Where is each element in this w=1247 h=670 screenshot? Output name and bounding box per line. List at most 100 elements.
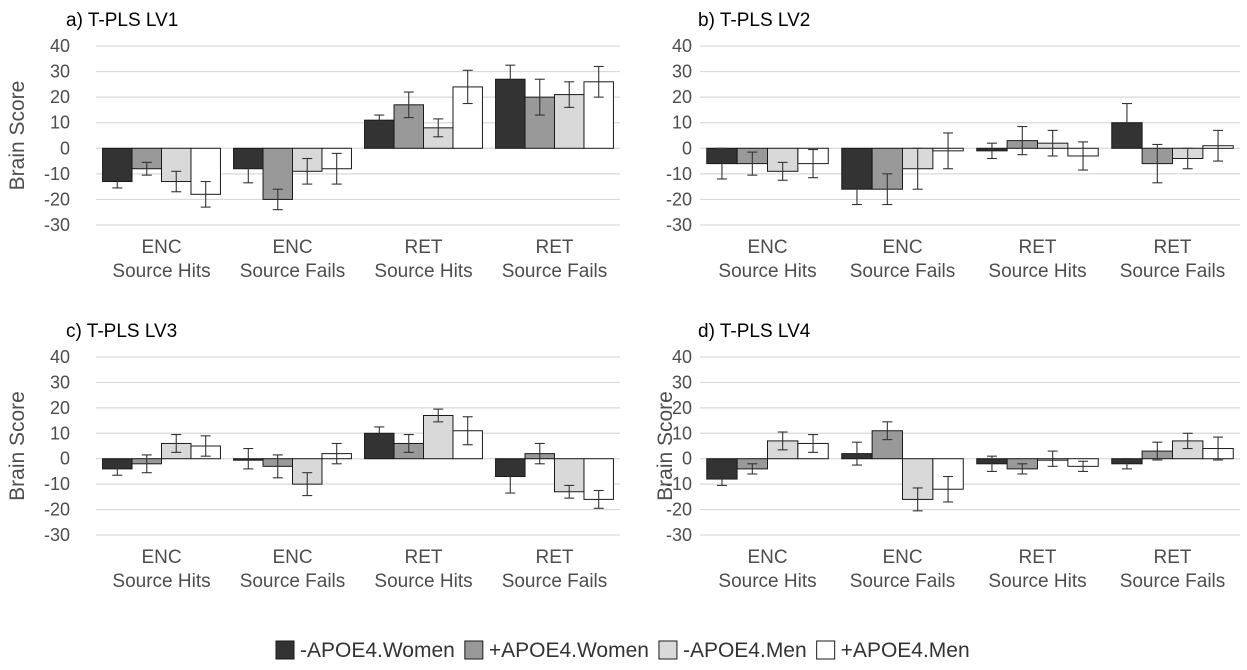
x-tick-label: RET (1019, 237, 1057, 258)
x-tick-label: ENC (272, 547, 312, 568)
error-bar (1017, 126, 1028, 156)
x-tick-label: Source Fails (240, 261, 346, 282)
error-bar (112, 174, 123, 189)
error-bar (808, 149, 819, 179)
y-tick-label: 30 (50, 62, 70, 82)
error-bar (1047, 129, 1058, 157)
x-tick-label: RET (405, 237, 443, 258)
legend-item: -APOE4.Men (658, 639, 807, 662)
error-bar (302, 157, 313, 185)
y-tick-label: -10 (44, 164, 70, 184)
error-bar (141, 454, 152, 474)
error-bar (200, 435, 211, 457)
error-bar (986, 455, 997, 472)
x-tick-label: Source Fails (1120, 571, 1226, 592)
legend-swatch (658, 640, 678, 660)
x-tick-label: ENC (272, 237, 312, 258)
error-bar (1182, 432, 1193, 450)
y-tick-label: 0 (682, 449, 692, 469)
panel-title: a) T-PLS LV1 (66, 10, 178, 31)
error-bar (331, 152, 342, 185)
error-bar (171, 170, 182, 193)
y-axis-label: Brain Score (6, 391, 29, 501)
y-tick-label: 40 (672, 347, 692, 367)
legend-label: +APOE4.Men (841, 639, 970, 662)
x-tick-label: ENC (882, 237, 922, 258)
error-bar (1078, 460, 1089, 472)
error-bar (1078, 141, 1089, 171)
error-bar (433, 118, 444, 138)
error-bar (882, 173, 893, 206)
y-tick-label: -30 (666, 525, 692, 545)
error-bar (243, 154, 254, 184)
legend-item: +APOE4.Women (464, 639, 649, 662)
error-bar (1213, 129, 1224, 162)
y-tick-label: -10 (44, 474, 70, 494)
error-bar (1152, 143, 1163, 184)
legend-item: +APOE4.Men (816, 639, 970, 662)
x-tick-label: RET (536, 547, 574, 568)
x-tick-label: Source Fails (850, 261, 956, 282)
panel-2: b) T-PLS LV2 40 30 20 10 0 -10 -20 -30 ENC Source … (666, 10, 1240, 282)
error-bar (505, 459, 516, 494)
y-tick-label: 30 (50, 372, 70, 392)
y-tick-label: -30 (44, 215, 70, 235)
x-tick-label: Source Fails (850, 571, 956, 592)
error-bar (593, 489, 604, 509)
x-tick-label: Source Hits (718, 571, 816, 592)
x-tick-label: RET (536, 237, 574, 258)
y-tick-label: 30 (672, 62, 692, 82)
error-bar (882, 421, 893, 441)
error-bar (1213, 436, 1224, 461)
legend-label: -APOE4.Men (683, 639, 807, 662)
error-bar (986, 142, 997, 160)
error-bar (808, 434, 819, 453)
error-bar (112, 461, 123, 476)
error-bar (272, 188, 283, 211)
error-bar (403, 434, 414, 453)
y-tick-label: 10 (50, 113, 70, 133)
y-tick-label: 40 (672, 36, 692, 56)
error-bar (302, 472, 313, 497)
error-bar (374, 114, 385, 126)
error-bar (943, 475, 954, 503)
error-bar (777, 431, 788, 451)
error-bar (171, 434, 182, 453)
error-bar (851, 441, 862, 466)
panel-4: d) T-PLS LV4 40 30 20 10 0 -10 -20 -30 Brain Scor… (654, 321, 1240, 592)
y-tick-label: 20 (672, 398, 692, 418)
error-bar (1017, 463, 1028, 475)
error-bar (462, 69, 473, 105)
x-tick-label: Source Fails (240, 571, 346, 592)
error-bar (462, 416, 473, 446)
x-tick-label: Source Hits (374, 571, 472, 592)
error-bar (912, 487, 923, 512)
error-bar (851, 173, 862, 206)
legend-swatch (275, 640, 295, 660)
error-bar (505, 64, 516, 94)
error-bar (1152, 441, 1163, 461)
y-tick-label: -10 (666, 164, 692, 184)
y-tick-label: 40 (50, 36, 70, 56)
y-tick-label: 30 (672, 372, 692, 392)
y-tick-label: 0 (60, 138, 70, 158)
error-bar (747, 463, 758, 475)
legend: -APOE4.Women +APOE4.Women -APOE4.Men +APOE4… (275, 639, 970, 662)
error-bar (272, 454, 283, 479)
x-tick-label: RET (405, 547, 443, 568)
error-bar (433, 408, 444, 423)
x-tick-label: Source Hits (988, 261, 1086, 282)
y-tick-label: 0 (682, 138, 692, 158)
x-tick-label: ENC (882, 547, 922, 568)
error-bar (534, 78, 545, 116)
y-tick-label: 20 (50, 398, 70, 418)
x-tick-label: RET (1019, 547, 1057, 568)
y-tick-label: -20 (44, 189, 70, 209)
y-tick-label: 20 (672, 87, 692, 107)
error-bar (777, 161, 788, 181)
y-tick-label: -30 (44, 525, 70, 545)
error-bar (1121, 102, 1132, 143)
error-bar (943, 132, 954, 170)
x-tick-label: ENC (747, 237, 787, 258)
x-tick-label: Source Hits (718, 261, 816, 282)
